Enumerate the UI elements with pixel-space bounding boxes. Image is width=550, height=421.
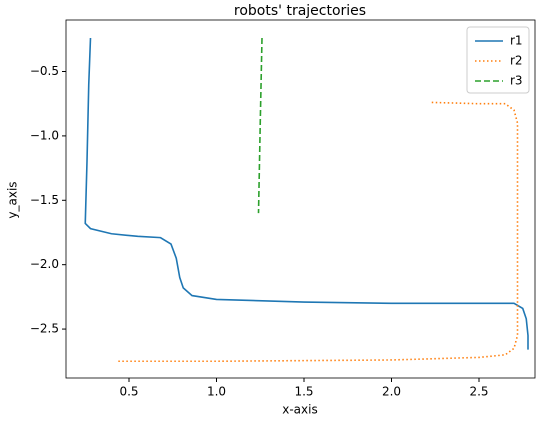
legend-label: r3: [510, 74, 523, 88]
x-tick-label: 2.5: [469, 385, 488, 399]
y-tick-label: −2.5: [30, 322, 59, 336]
y-tick-label: −1.0: [30, 128, 59, 142]
x-tick-label: 2.0: [382, 385, 401, 399]
x-tick-label: 1.0: [207, 385, 226, 399]
y-tick-label: −0.5: [30, 64, 59, 78]
legend-label: r2: [510, 54, 523, 68]
legend-box: [466, 26, 530, 94]
series-line: [116, 101, 519, 363]
y-tick-label: −1.5: [30, 193, 59, 207]
x-tick-label: 0.5: [119, 385, 138, 399]
y-axis-label: y_axis: [6, 181, 20, 218]
x-tick-label: 1.5: [294, 385, 313, 399]
series-line: [257, 38, 263, 214]
series-line: [84, 37, 529, 350]
y-tick-label: −2.0: [30, 257, 59, 271]
x-axis-label: x-axis: [282, 403, 317, 417]
legend-label: r1: [510, 34, 523, 48]
chart-title: robots' trajectories: [234, 3, 366, 19]
plot-frame: [65, 19, 536, 379]
